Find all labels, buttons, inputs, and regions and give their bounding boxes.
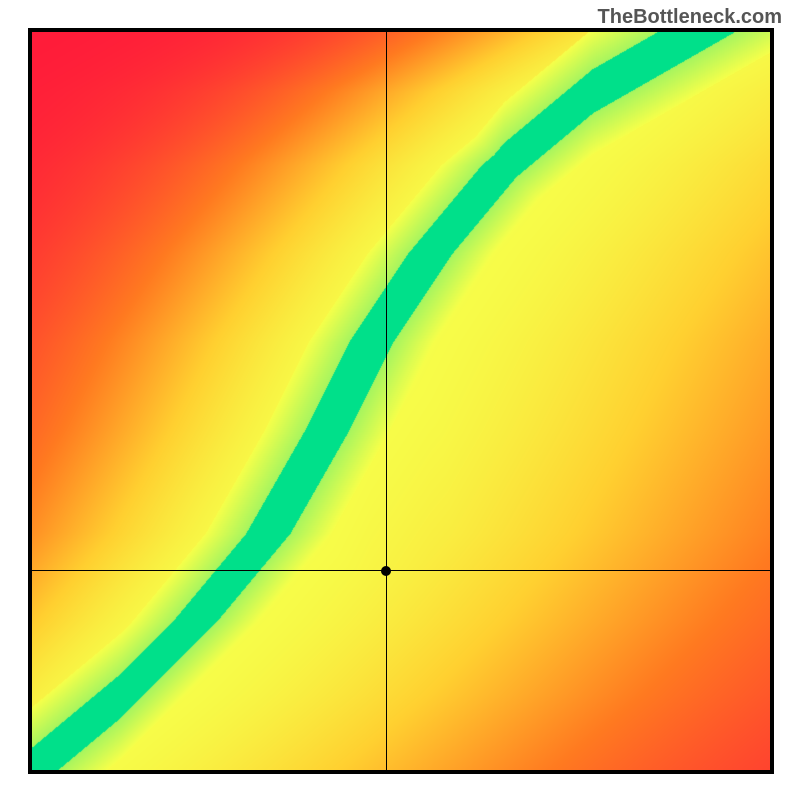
crosshair-marker	[381, 566, 391, 576]
chart-container: TheBottleneck.com	[0, 0, 800, 800]
watermark-text: TheBottleneck.com	[598, 6, 782, 29]
crosshair-horizontal	[32, 570, 770, 571]
crosshair-vertical	[386, 32, 387, 770]
heatmap-canvas	[32, 32, 770, 770]
